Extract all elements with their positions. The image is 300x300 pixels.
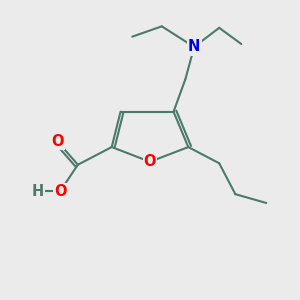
Text: N: N xyxy=(188,39,200,54)
Text: O: O xyxy=(144,154,156,169)
Text: O: O xyxy=(51,134,64,149)
Text: O: O xyxy=(54,184,66,199)
Text: H: H xyxy=(32,184,44,199)
